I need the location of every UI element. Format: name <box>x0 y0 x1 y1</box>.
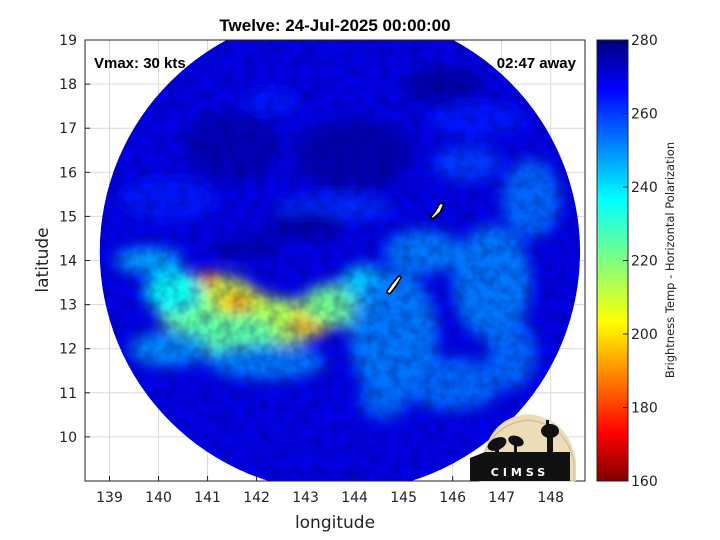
y-tick-label: 15 <box>59 209 77 225</box>
y-tick-label: 19 <box>59 33 77 49</box>
logo-text: CIMSS <box>491 466 549 479</box>
x-axis-label: longitude <box>295 513 375 533</box>
colorbar <box>597 40 628 481</box>
colorbar-tick-label: 240 <box>631 180 658 196</box>
texture-overlay <box>99 40 581 481</box>
y-tick-label: 12 <box>59 342 77 358</box>
x-tick-label: 143 <box>292 490 319 506</box>
vmax-annotation: Vmax: 30 kts <box>94 55 186 72</box>
y-tick-label: 16 <box>59 165 77 181</box>
x-tick-label: 146 <box>439 490 466 506</box>
chart-title: Twelve: 24-Jul-2025 00:00:00 <box>219 16 450 35</box>
y-tick-label: 17 <box>59 121 77 137</box>
colorbar-tick-label: 280 <box>631 33 658 49</box>
cimss-logo: CIMSS <box>470 414 576 482</box>
y-tick-label: 13 <box>59 298 77 314</box>
x-tick-label: 144 <box>341 490 368 506</box>
y-tick-label: 10 <box>59 430 77 446</box>
colorbar-tick-label: 160 <box>631 474 658 490</box>
colorbar-label: Brightness Temp - Horizontal Polarizatio… <box>663 142 677 378</box>
x-tick-label: 142 <box>243 490 270 506</box>
colorbar-tick-label: 260 <box>631 107 658 123</box>
x-tick-label: 147 <box>488 490 515 506</box>
x-axis-ticks: 139 140 141 142 143 144 145 146 147 148 <box>96 476 564 506</box>
time-away-annotation: 02:47 away <box>497 55 577 72</box>
y-tick-label: 18 <box>59 77 77 93</box>
x-tick-label: 141 <box>194 490 221 506</box>
colorbar-tick-label: 200 <box>631 327 658 343</box>
y-axis-label: latitude <box>33 227 53 292</box>
island-outline <box>385 275 402 295</box>
x-tick-label: 148 <box>537 490 564 506</box>
colorbar-ticks: 280 260 240 220 200 180 160 <box>623 33 658 490</box>
y-tick-label: 14 <box>59 254 77 270</box>
y-axis-ticks: 10 11 12 13 14 15 16 17 18 19 <box>59 33 90 446</box>
x-tick-label: 139 <box>96 490 123 506</box>
x-tick-label: 145 <box>390 490 417 506</box>
x-tick-label: 140 <box>145 490 172 506</box>
y-tick-label: 11 <box>59 386 77 402</box>
colorbar-tick-label: 220 <box>631 254 658 270</box>
island-outline <box>429 202 445 220</box>
colorbar-tick-label: 180 <box>631 401 658 417</box>
island-outlines <box>385 202 445 295</box>
